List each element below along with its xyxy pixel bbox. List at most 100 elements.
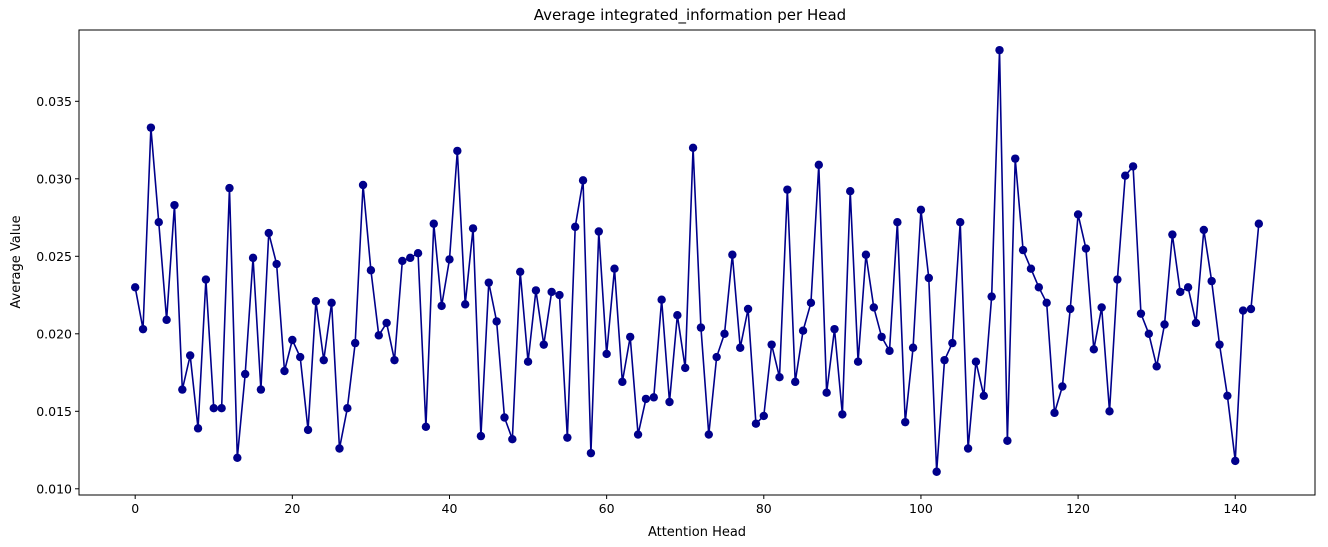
data-point (1183, 283, 1193, 292)
x-axis-label: Attention Head (648, 525, 746, 540)
x-tick-label: 0 (131, 501, 139, 516)
data-point (594, 227, 603, 236)
data-point (791, 377, 800, 387)
y-tick-label: 0.015 (36, 404, 72, 419)
data-point (995, 45, 1004, 55)
data-point (704, 430, 713, 439)
data-point (476, 431, 486, 441)
data-point (720, 329, 729, 338)
data-point (1042, 298, 1051, 307)
data-point (256, 385, 266, 394)
data-point (523, 357, 533, 366)
data-point (775, 373, 784, 382)
data-point (390, 355, 399, 365)
data-point (130, 283, 140, 292)
data-point (1254, 219, 1264, 228)
data-point (547, 287, 556, 297)
data-point (248, 253, 258, 263)
x-tick-label: 20 (284, 501, 300, 516)
x-tick-label: 140 (1223, 501, 1247, 516)
data-point (217, 404, 226, 413)
data-point (413, 249, 423, 258)
data-point (374, 331, 383, 340)
data-point (728, 250, 737, 259)
y-axis-label: Average Value (9, 215, 24, 308)
data-point (468, 224, 478, 233)
data-point (240, 369, 250, 379)
data-point (500, 413, 509, 422)
y-tick-label: 0.030 (36, 171, 72, 186)
data-point (586, 448, 596, 458)
data-point (633, 430, 643, 439)
data-point (170, 200, 179, 210)
data-point (1246, 304, 1256, 314)
data-point (641, 394, 651, 404)
data-point (712, 352, 721, 362)
data-point (358, 180, 368, 190)
data-point (563, 433, 572, 442)
data-point (681, 363, 690, 373)
data-point (908, 343, 918, 352)
x-tick-label: 80 (756, 501, 772, 516)
data-point (508, 435, 517, 444)
data-point (484, 278, 493, 287)
x-tick-label: 100 (909, 501, 933, 516)
data-point (578, 176, 588, 185)
data-point (1152, 362, 1161, 371)
data-point (1215, 340, 1224, 349)
y-tick-label: 0.025 (36, 249, 72, 264)
x-tick-label: 120 (1066, 501, 1090, 516)
series-line (134, 49, 1260, 473)
data-point (853, 357, 863, 366)
data-point (146, 123, 156, 132)
data-point (963, 444, 973, 453)
data-point (1121, 171, 1130, 180)
data-point (1113, 275, 1122, 284)
data-point (225, 183, 234, 193)
data-point (806, 298, 816, 307)
data-point (1011, 154, 1020, 163)
data-point (461, 300, 470, 309)
data-point (1081, 244, 1091, 253)
data-point (429, 219, 438, 228)
data-point (201, 275, 211, 284)
data-point (1018, 245, 1028, 255)
data-point (288, 335, 297, 345)
data-point (846, 187, 855, 196)
data-point (311, 297, 321, 306)
data-point (445, 255, 454, 264)
data-point (1058, 382, 1067, 391)
data-point (437, 301, 446, 311)
data-point (838, 410, 847, 419)
data-point (798, 326, 808, 335)
data-point (366, 266, 376, 275)
data-point (516, 267, 525, 276)
data-point (555, 290, 564, 300)
data-point (1223, 391, 1232, 400)
data-point (861, 250, 871, 259)
data-point (948, 338, 957, 348)
data-point (602, 349, 611, 359)
data-point (531, 286, 541, 295)
data-point (1003, 436, 1012, 445)
data-point (539, 340, 548, 349)
y-tick-label: 0.020 (36, 326, 72, 341)
data-point (319, 355, 328, 365)
data-point (610, 264, 619, 273)
data-point (924, 273, 933, 283)
data-point (154, 218, 163, 227)
data-point (736, 343, 745, 352)
data-point (932, 467, 941, 476)
data-point (743, 304, 753, 314)
data-point (303, 425, 313, 435)
data-point (916, 205, 926, 214)
data-point (665, 397, 674, 407)
data-point (350, 338, 360, 348)
data-point (869, 303, 878, 312)
data-point (406, 253, 415, 263)
data-point (264, 228, 273, 238)
data-point (453, 146, 462, 156)
data-point (1136, 309, 1146, 318)
data-point (233, 453, 242, 462)
